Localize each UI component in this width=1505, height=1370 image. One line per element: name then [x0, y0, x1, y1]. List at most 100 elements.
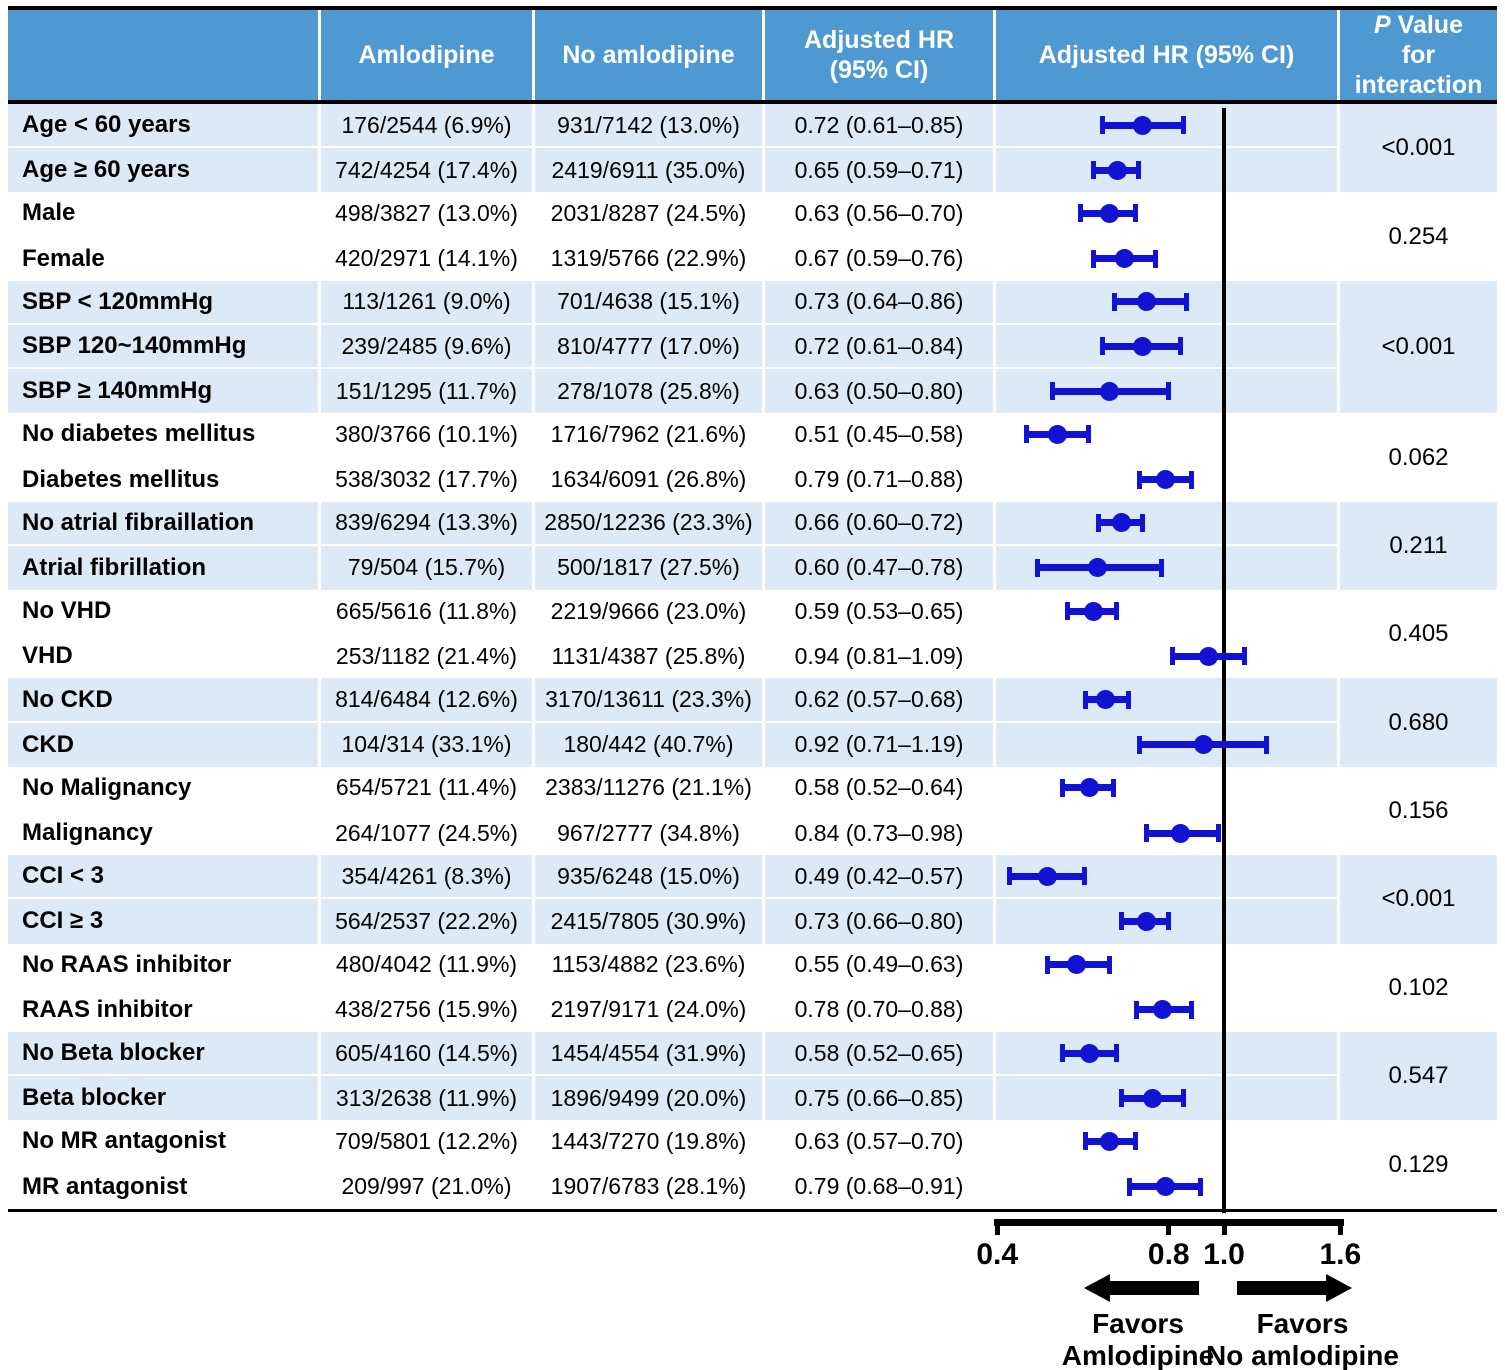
table-row: Age < 60 years 176/2544 (6.9%) 931/7142 (1…: [8, 104, 1340, 149]
no-amlodipine-value: 2031/8287 (24.5%): [535, 192, 765, 235]
p-value-cell: 0.129: [1340, 1120, 1497, 1209]
subgroup-label: No MR antagonist: [8, 1120, 321, 1163]
arrow-left-head: [1084, 1274, 1110, 1302]
ci-cap-left: [1144, 824, 1150, 843]
no-amlodipine-value: 2415/7805 (30.9%): [535, 899, 765, 944]
p-italic: P: [1374, 11, 1391, 39]
amlodipine-value: 151/1295 (11.7%): [321, 369, 535, 414]
ci-cap-right: [1114, 1044, 1120, 1063]
subgroup-block: Male 498/3827 (13.0%) 2031/8287 (24.5%) 0.6…: [8, 192, 1497, 281]
forest-plot-cell: [996, 545, 1340, 591]
no-amlodipine-value: 1153/4882 (23.6%): [535, 943, 765, 986]
amlodipine-value: 498/3827 (13.0%): [321, 192, 535, 235]
hr-point: [1066, 955, 1086, 975]
ci-cap-left: [1091, 249, 1097, 268]
no-amlodipine-value: 1131/4387 (25.8%): [535, 634, 765, 679]
forest-plot-cell: [996, 457, 1340, 502]
table-body: Age < 60 years 176/2544 (6.9%) 931/7142 (1…: [8, 104, 1497, 1209]
forest-plot-cell: [996, 943, 1340, 986]
ci-cap-left: [1045, 955, 1051, 974]
ci-cap-left: [1064, 602, 1070, 621]
table-row: No VHD 665/5616 (11.8%) 2219/9666 (23.0%) 0…: [8, 590, 1340, 635]
axis-tick-label: 1.0: [1203, 1238, 1245, 1271]
subgroup-label: MR antagonist: [8, 1164, 321, 1209]
subgroup-label: No atrial fibraillation: [8, 501, 321, 544]
no-amlodipine-value: 1454/4554 (31.9%): [535, 1031, 765, 1075]
table-row: SBP ≥ 140mmHg 151/1295 (11.7%) 278/1078 (2…: [8, 369, 1340, 414]
p-value-cell: <0.001: [1340, 280, 1497, 414]
table-row: Male 498/3827 (13.0%) 2031/8287 (24.5%) 0.6…: [8, 192, 1340, 237]
subgroup-block: No atrial fibraillation 839/6294 (13.3%) 2…: [8, 501, 1497, 591]
forest-plot-cell: [996, 104, 1340, 147]
hr-ci-text: 0.84 (0.73–0.98): [765, 811, 996, 856]
table-row: No CKD 814/6484 (12.6%) 3170/13611 (23.3%)…: [8, 678, 1340, 723]
subgroup-block: No Beta blocker 605/4160 (14.5%) 1454/4554…: [8, 1031, 1497, 1121]
subgroup-label: Male: [8, 192, 321, 235]
amlodipine-value: 654/5721 (11.4%): [321, 766, 535, 809]
hr-ci-text: 0.79 (0.71–0.88): [765, 457, 996, 502]
subgroup-label: Female: [8, 236, 321, 281]
ci-cap-right: [1132, 204, 1138, 223]
forest-plot-cell: [996, 1120, 1340, 1163]
hr-ci-text: 0.65 (0.59–0.71): [765, 148, 996, 193]
axis-tick: [1166, 1219, 1172, 1235]
ci-cap-left: [1099, 116, 1105, 135]
forest-plot-cell: [996, 811, 1340, 856]
subgroup-label: RAAS inhibitor: [8, 987, 321, 1032]
forest-plot-cell: [996, 501, 1340, 544]
amlodipine-value: 665/5616 (11.8%): [321, 590, 535, 633]
ci-cap-right: [1132, 1132, 1138, 1151]
ci-cap-left: [1099, 337, 1105, 356]
p-value-cell: 0.547: [1340, 1031, 1497, 1121]
no-amlodipine-value: 3170/13611 (23.3%): [535, 678, 765, 721]
no-amlodipine-value: 1319/5766 (22.9%): [535, 236, 765, 281]
ci-cap-right: [1136, 161, 1142, 180]
favors-no-amlodipine-label: Favors No amlodipine: [1206, 1308, 1399, 1370]
amlodipine-value: 104/314 (33.1%): [321, 722, 535, 767]
ci-cap-right: [1153, 249, 1159, 268]
no-amlodipine-value: 278/1078 (25.8%): [535, 369, 765, 414]
arrow-left-bar: [1108, 1281, 1199, 1295]
ci-cap-left: [1078, 204, 1084, 223]
hr-ci-text: 0.67 (0.59–0.76): [765, 236, 996, 281]
no-amlodipine-value: 2219/9666 (23.0%): [535, 590, 765, 633]
p-value-cell: 0.102: [1340, 943, 1497, 1032]
forest-plot-cell: [996, 766, 1340, 809]
amlodipine-value: 709/5801 (12.2%): [321, 1120, 535, 1163]
axis-tick: [1221, 1219, 1227, 1235]
axis-tick-label: 1.6: [1319, 1238, 1362, 1271]
ci-cap-right: [1183, 292, 1189, 311]
hr-ci-text: 0.55 (0.49–0.63): [765, 943, 996, 986]
no-amlodipine-value: 2850/12236 (23.3%): [535, 501, 765, 544]
ci-cap-right: [1215, 824, 1221, 843]
ci-cap-right: [1086, 425, 1092, 444]
hr-point: [1115, 249, 1135, 269]
subgroup-rows: Male 498/3827 (13.0%) 2031/8287 (24.5%) 0.6…: [8, 192, 1340, 281]
favors-no-amlodipine-arrow: [1237, 1274, 1352, 1302]
hr-ci-text: 0.66 (0.60–0.72): [765, 501, 996, 544]
amlodipine-value: 264/1077 (24.5%): [321, 811, 535, 856]
column-header-hr-plot: Adjusted HR (95% CI): [996, 10, 1340, 100]
hr-ci-text: 0.75 (0.66–0.85): [765, 1076, 996, 1121]
table-row: Diabetes mellitus 538/3032 (17.7%) 1634/60…: [8, 457, 1340, 502]
ci-cap-right: [1165, 382, 1171, 401]
forest-plot-cell: [996, 192, 1340, 235]
subgroup-label: Age < 60 years: [8, 104, 321, 147]
amlodipine-value: 313/2638 (11.9%): [321, 1076, 535, 1121]
amlodipine-value: 538/3032 (17.7%): [321, 457, 535, 502]
ci-cap-right: [1110, 778, 1116, 797]
hr-point: [1083, 601, 1103, 621]
forest-plot-cell: [996, 413, 1340, 456]
axis-tick: [994, 1219, 1000, 1235]
ci-cap-left: [1007, 867, 1013, 886]
hr-ci-text: 0.63 (0.50–0.80): [765, 369, 996, 414]
subgroup-rows: Age < 60 years 176/2544 (6.9%) 931/7142 (1…: [8, 104, 1340, 193]
table-row: No Beta blocker 605/4160 (14.5%) 1454/4554…: [8, 1031, 1340, 1077]
hr-ci-text: 0.60 (0.47–0.78): [765, 545, 996, 591]
subgroup-rows: No RAAS inhibitor 480/4042 (11.9%) 1153/48…: [8, 943, 1340, 1032]
hr-point: [1133, 115, 1153, 135]
no-amlodipine-value: 2419/6911 (35.0%): [535, 148, 765, 193]
hr-ci-text: 0.58 (0.52–0.64): [765, 766, 996, 809]
forest-plot-cell: [996, 1164, 1340, 1209]
hr-point: [1193, 735, 1213, 755]
